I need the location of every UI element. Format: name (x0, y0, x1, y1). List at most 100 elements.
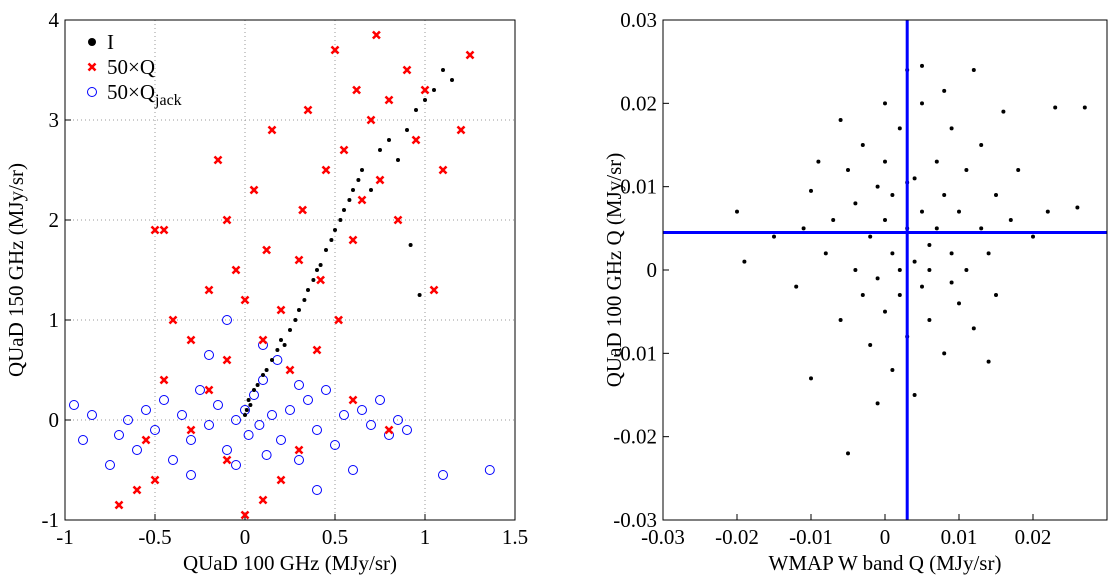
point (986, 359, 991, 364)
point (384, 95, 394, 105)
point (823, 251, 828, 256)
point (282, 343, 287, 347)
point (942, 193, 947, 197)
point (405, 128, 409, 132)
x-tick-label: 0.01 (941, 525, 978, 549)
point (912, 393, 917, 397)
point (285, 365, 295, 375)
point (78, 435, 88, 445)
y-axis-label: QUaD 100 GHz Q (MJy/sr) (602, 153, 626, 387)
y-tick-label: 3 (49, 108, 60, 132)
point (231, 415, 241, 425)
point (338, 218, 343, 222)
point (735, 209, 739, 214)
point (276, 435, 286, 445)
point (312, 345, 322, 355)
point (860, 143, 865, 147)
point (311, 278, 316, 282)
point (369, 188, 373, 192)
point (920, 209, 924, 214)
point (204, 420, 214, 430)
point (375, 395, 385, 405)
point (231, 265, 241, 275)
point (150, 475, 160, 485)
point (222, 215, 232, 225)
point (276, 475, 286, 485)
point (306, 288, 310, 292)
point (88, 38, 96, 46)
point (423, 98, 427, 102)
point (254, 420, 265, 430)
point (1001, 109, 1006, 114)
point (883, 159, 887, 164)
point (262, 245, 272, 255)
point (303, 395, 313, 405)
point (248, 403, 253, 407)
point (294, 380, 304, 390)
y-tick-label: -0.02 (613, 425, 657, 449)
point (927, 243, 932, 247)
point (342, 208, 346, 212)
point (339, 145, 349, 155)
point (402, 425, 412, 435)
point (204, 350, 214, 360)
point (994, 293, 998, 297)
point (408, 243, 413, 247)
point (1031, 234, 1035, 239)
point (920, 284, 924, 289)
legend-name: 50×Q (107, 55, 155, 79)
point (971, 68, 976, 72)
point (875, 401, 880, 406)
point (246, 398, 251, 402)
point (195, 385, 205, 395)
point (934, 159, 939, 164)
point (303, 105, 313, 115)
point (846, 451, 850, 456)
y-tick-label: 0.03 (620, 8, 657, 32)
y-tick-label: 0.01 (620, 175, 657, 199)
point (159, 395, 169, 405)
y-tick-label: -1 (42, 508, 60, 532)
point (347, 198, 352, 202)
point (957, 209, 961, 214)
point (222, 455, 232, 465)
point (302, 298, 307, 302)
point (357, 405, 367, 415)
point (438, 165, 448, 175)
x-tick-label: 0.5 (322, 525, 348, 549)
point (357, 195, 367, 205)
point (240, 295, 250, 305)
point (853, 201, 858, 206)
legend-name: I (107, 30, 114, 54)
point (942, 351, 947, 356)
point (378, 148, 382, 152)
x-tick-label: 1 (420, 525, 431, 549)
point (1053, 105, 1058, 110)
y-tick-label: -0.03 (613, 508, 657, 532)
point (186, 470, 196, 480)
x-axis-label: WMAP W band Q (MJy/sr) (769, 551, 1002, 575)
point (883, 309, 887, 314)
point (105, 460, 115, 470)
x-tick-label: -0.5 (138, 525, 171, 549)
point (352, 85, 362, 95)
point (1016, 168, 1021, 172)
point (402, 65, 412, 75)
point (132, 445, 142, 455)
point (258, 335, 268, 345)
point (114, 500, 124, 510)
point (1075, 205, 1080, 210)
point (456, 125, 466, 135)
point (949, 280, 954, 285)
point (141, 405, 151, 415)
point (351, 188, 355, 192)
point (294, 455, 304, 465)
point (971, 326, 976, 331)
point (838, 318, 843, 322)
point (297, 308, 301, 312)
axes-frame (662, 19, 1108, 521)
point (114, 430, 124, 440)
point (441, 68, 445, 72)
point (204, 285, 214, 295)
point (964, 268, 969, 272)
